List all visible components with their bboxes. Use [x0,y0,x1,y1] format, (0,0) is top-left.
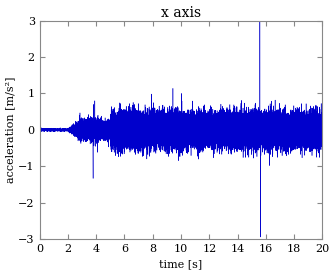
Y-axis label: acceleration [m/s²]: acceleration [m/s²] [6,77,15,183]
Title: x axis: x axis [161,6,201,20]
X-axis label: time [s]: time [s] [159,259,203,270]
